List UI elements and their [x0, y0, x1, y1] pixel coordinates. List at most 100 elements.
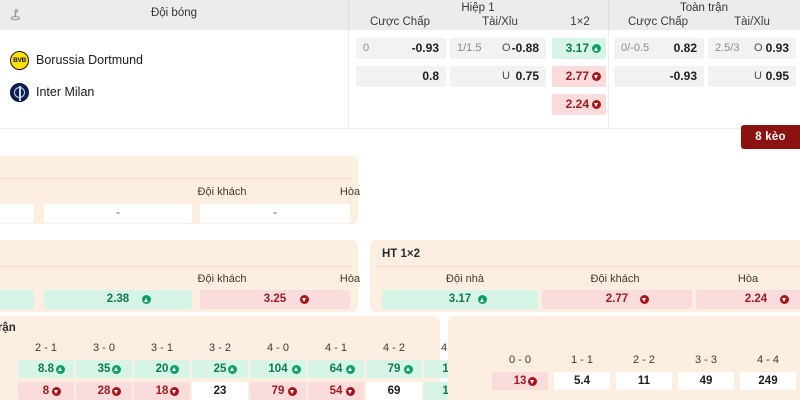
panel-cell[interactable]	[0, 204, 34, 223]
score-value: 54	[329, 385, 343, 397]
score-value: 11	[637, 375, 651, 387]
overunder-side: O	[502, 42, 511, 54]
odds-value: 0.82	[673, 41, 697, 55]
panel-cell[interactable]: 2.38	[44, 290, 192, 309]
score-cell[interactable]: 35	[76, 360, 132, 378]
panel-cell-value: -	[116, 207, 120, 219]
odds-value: 3.17	[565, 41, 589, 55]
score-cell[interactable]: 8.8	[18, 360, 74, 378]
arrow-down-icon	[592, 100, 601, 109]
score-cell[interactable]: 104	[250, 360, 306, 378]
score-cell[interactable]: 49	[678, 372, 734, 390]
score-cell[interactable]: 79	[250, 382, 306, 400]
score-label: 0 - 0	[508, 354, 531, 366]
odds-value: 0.95	[765, 69, 789, 83]
arrow-down-icon	[640, 295, 649, 304]
odds-cell-ft-handicap-2[interactable]: -0.93	[614, 66, 704, 87]
panel-cell-value: 2.77	[605, 293, 629, 305]
score-label: 3 - 3	[694, 354, 717, 366]
score-cell[interactable]: 18	[134, 382, 190, 400]
score-label: 2 - 2	[632, 354, 655, 366]
panel-ht-1x2: HT 1×2 Đội nhà Đội khách Hòa 3.17 2.77 2…	[370, 240, 800, 312]
body-divider-2	[608, 30, 609, 129]
score-value: 25	[213, 363, 227, 375]
odds-value: 0.93	[765, 41, 789, 55]
arrow-down-icon	[300, 295, 309, 304]
panel-cell-value: -	[273, 207, 277, 219]
odds-value: -0.93	[669, 69, 697, 83]
panel-correct-score-fulltime: trận 2 - 1 8.8 8 3 - 0 35 28 3	[0, 316, 480, 400]
score-cell[interactable]: 20	[134, 360, 190, 378]
score-cell[interactable]: 11	[616, 372, 672, 390]
score-value: 13	[513, 375, 527, 387]
score-cell[interactable]: 79	[366, 360, 422, 378]
odds-cell-ht-overunder-1[interactable]: 1/1.5 O -0.88	[450, 38, 546, 59]
panel-cell[interactable]: 3.17	[382, 290, 538, 309]
odds-cell-ht-overunder-2[interactable]: U 0.75	[450, 66, 546, 87]
panel-cell[interactable]: -	[44, 204, 192, 223]
score-cell[interactable]: 5.4	[554, 372, 610, 390]
overunder-line: 2.5/3	[715, 42, 740, 54]
panel-cell[interactable]	[0, 290, 34, 309]
odds-value: 0.75	[515, 69, 539, 83]
overunder-line: 1/1.5	[457, 42, 482, 54]
panel-1x2-fulltime-odds: Đội khách Hòa 2.38 3.25	[0, 240, 360, 312]
panel-rule	[376, 266, 800, 267]
odds-cell-ft-overunder-2[interactable]: U 0.95	[708, 66, 796, 87]
score-value: 249	[758, 375, 778, 387]
odds-cell-ht-1x2-away[interactable]: 2.77	[552, 66, 606, 87]
panel-cell[interactable]: -	[200, 204, 350, 223]
odds-cell-ht-1x2-home[interactable]: 3.17	[552, 38, 606, 59]
pin-icon[interactable]	[8, 7, 24, 23]
column-header-draw: Hòa	[339, 273, 361, 285]
arrow-up-icon	[404, 364, 413, 374]
panel-cell[interactable]: 3.25	[200, 290, 350, 309]
score-value: 8	[42, 385, 50, 397]
handicap-line: 0	[363, 42, 370, 54]
subheader-ht-handicap: Cược Chấp	[370, 16, 430, 28]
odds-cell-ft-overunder-1[interactable]: 2.5/3 O 0.93	[708, 38, 796, 59]
keo-count-badge[interactable]: 8 kèo	[741, 125, 800, 149]
score-label: 4 - 4	[756, 354, 779, 366]
arrow-down-icon	[52, 386, 61, 396]
score-cell[interactable]: 69	[366, 382, 422, 400]
arrow-up-icon	[142, 295, 151, 304]
team-column-header: Đội bóng	[150, 7, 198, 19]
score-cell[interactable]: 54	[308, 382, 364, 400]
arrow-up-icon	[346, 364, 355, 374]
score-value: 79	[271, 385, 285, 397]
odds-cell-ht-1x2-draw[interactable]: 2.24	[552, 94, 606, 115]
odds-cell-ht-handicap-2[interactable]: 0.8	[356, 66, 446, 87]
score-cell[interactable]: 13	[492, 372, 548, 390]
score-cell[interactable]: 8	[18, 382, 74, 400]
arrow-up-icon	[170, 364, 179, 374]
column-header-away: Đội khách	[197, 273, 247, 285]
panel-cell[interactable]: 2.24	[696, 290, 800, 309]
overunder-side: U	[754, 70, 762, 82]
column-header-draw: Hòa	[339, 186, 361, 198]
arrow-up-icon	[228, 364, 237, 374]
score-label: 3 - 2	[208, 342, 231, 354]
score-value: 20	[155, 363, 169, 375]
odds-cell-ft-handicap-1[interactable]: 0/-0.5 0.82	[614, 38, 704, 59]
score-cell[interactable]: 64	[308, 360, 364, 378]
score-cell[interactable]: 23	[192, 382, 248, 400]
arrow-down-icon	[112, 386, 121, 396]
team-row[interactable]: Borussia Dortmund	[10, 47, 143, 73]
panel-title: HT 1×2	[382, 248, 421, 260]
team-name: Inter Milan	[36, 85, 95, 99]
panel-cell[interactable]: 2.77	[542, 290, 692, 309]
score-value: 8.8	[38, 363, 54, 375]
score-cell[interactable]: 249	[740, 372, 796, 390]
panel-1x2-fulltime: Đội khách Hòa - -	[0, 156, 360, 224]
team-row[interactable]: Inter Milan	[10, 79, 94, 105]
column-header-draw: Hòa	[737, 273, 759, 285]
score-cell[interactable]: 28	[76, 382, 132, 400]
arrow-down-icon	[288, 386, 297, 396]
odds-cell-ht-handicap-1[interactable]: 0 -0.93	[356, 38, 446, 59]
score-value: 35	[97, 363, 111, 375]
score-cell[interactable]: 25	[192, 360, 248, 378]
score-label: 3 - 0	[92, 342, 115, 354]
header-divider-1	[348, 0, 349, 30]
